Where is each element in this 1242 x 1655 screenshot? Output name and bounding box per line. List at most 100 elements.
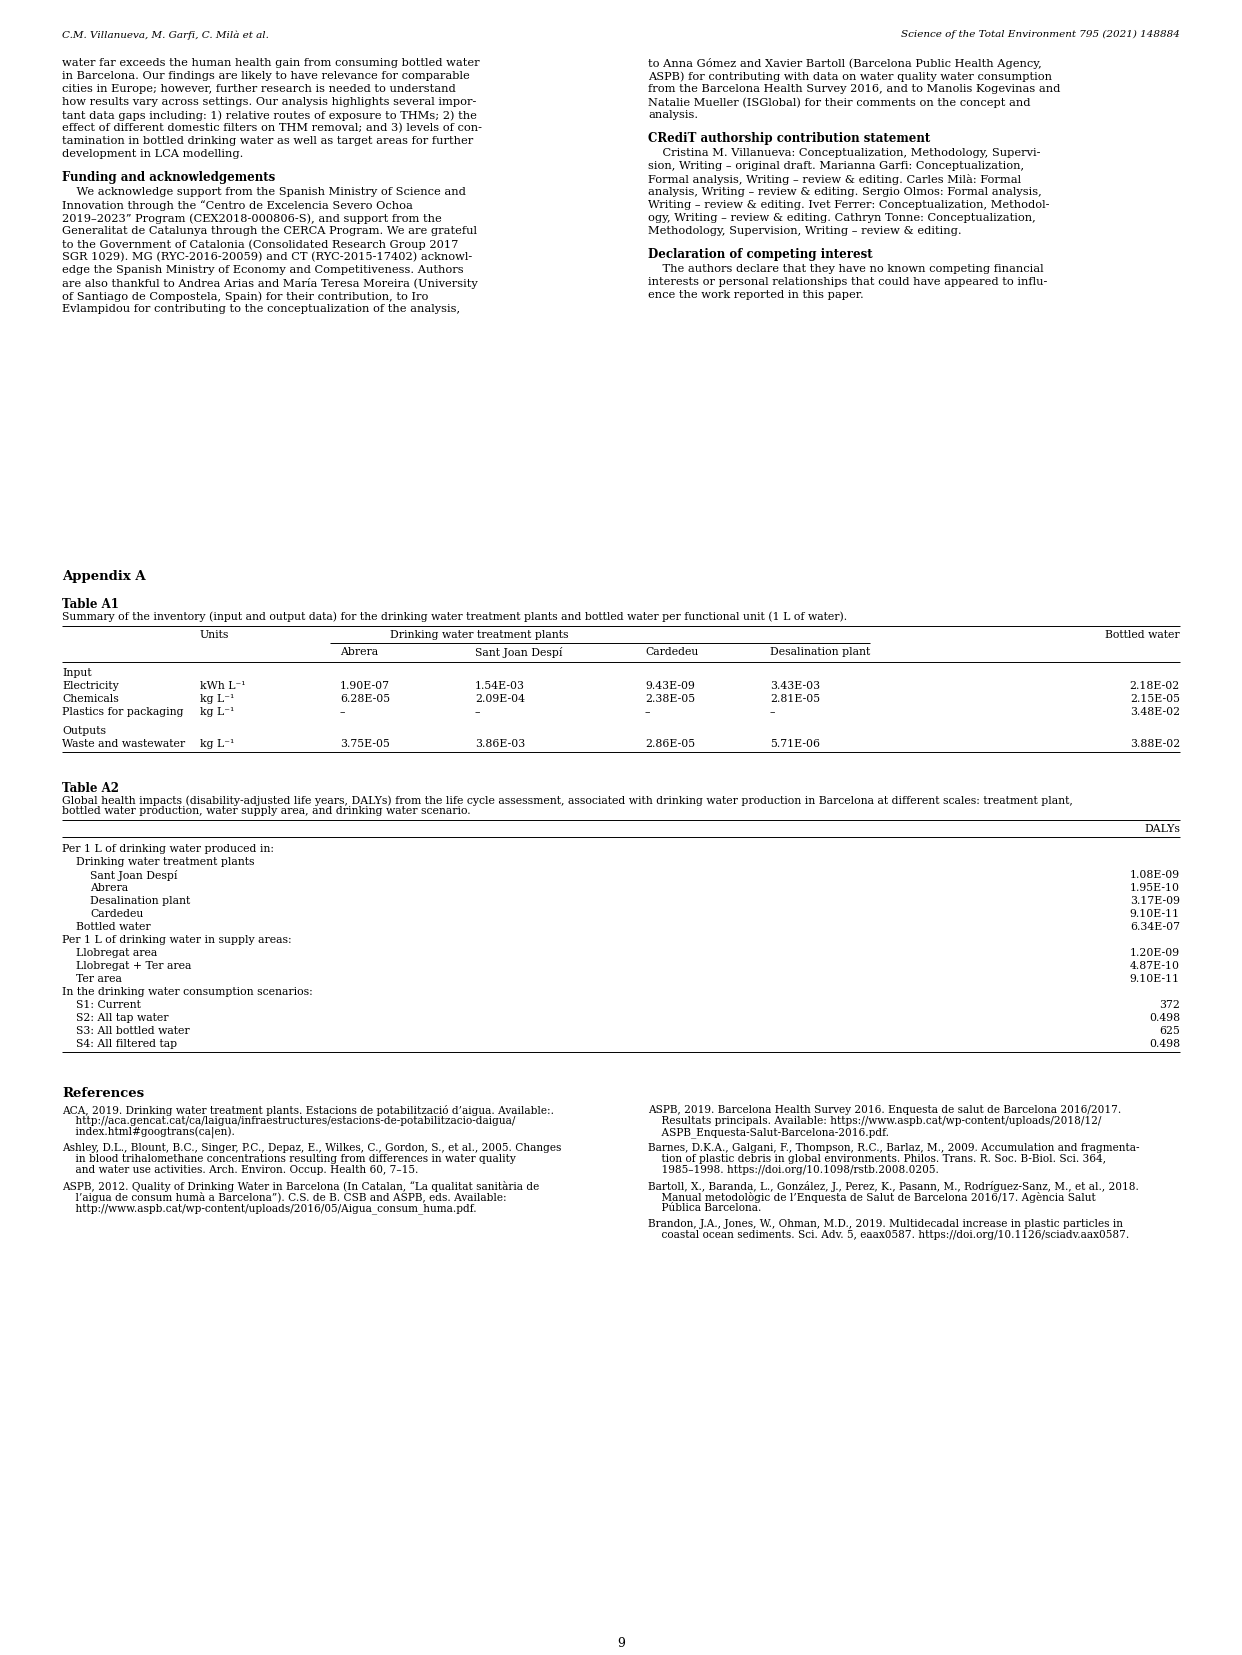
Text: 3.75E-05: 3.75E-05	[340, 740, 390, 750]
Text: DALYs: DALYs	[1144, 824, 1180, 834]
Text: ACA, 2019. Drinking water treatment plants. Estacions de potabilització d’aigua.: ACA, 2019. Drinking water treatment plan…	[62, 1106, 554, 1115]
Text: Llobregat + Ter area: Llobregat + Ter area	[76, 962, 191, 971]
Text: Evlampidou for contributing to the conceptualization of the analysis,: Evlampidou for contributing to the conce…	[62, 305, 460, 314]
Text: are also thankful to Andrea Arias and María Teresa Moreira (University: are also thankful to Andrea Arias and Ma…	[62, 278, 478, 290]
Text: to the Government of Catalonia (Consolidated Research Group 2017: to the Government of Catalonia (Consolid…	[62, 238, 458, 250]
Text: 3.17E-09: 3.17E-09	[1130, 895, 1180, 905]
Text: ASPB, 2019. Barcelona Health Survey 2016. Enquesta de salut de Barcelona 2016/20: ASPB, 2019. Barcelona Health Survey 2016…	[648, 1106, 1122, 1115]
Text: Sant Joan Despí: Sant Joan Despí	[474, 647, 563, 659]
Text: CRediT authorship contribution statement: CRediT authorship contribution statement	[648, 132, 930, 146]
Text: from the Barcelona Health Survey 2016, and to Manolis Kogevinas and: from the Barcelona Health Survey 2016, a…	[648, 84, 1061, 94]
Text: 5.71E-06: 5.71E-06	[770, 740, 820, 750]
Text: 0.498: 0.498	[1149, 1013, 1180, 1023]
Text: Sant Joan Despí: Sant Joan Despí	[89, 871, 178, 880]
Text: edge the Spanish Ministry of Economy and Competitiveness. Authors: edge the Spanish Ministry of Economy and…	[62, 265, 463, 275]
Text: how results vary across settings. Our analysis highlights several impor-: how results vary across settings. Our an…	[62, 98, 477, 108]
Text: analysis, Writing – review & editing. Sergio Olmos: Formal analysis,: analysis, Writing – review & editing. Se…	[648, 187, 1042, 197]
Text: 3.88E-02: 3.88E-02	[1130, 740, 1180, 750]
Text: 2.86E-05: 2.86E-05	[645, 740, 696, 750]
Text: 372: 372	[1159, 1000, 1180, 1010]
Text: Cardedeu: Cardedeu	[89, 909, 143, 919]
Text: 1.08E-09: 1.08E-09	[1130, 871, 1180, 880]
Text: Funding and acknowledgements: Funding and acknowledgements	[62, 170, 276, 184]
Text: 9.10E-11: 9.10E-11	[1130, 975, 1180, 985]
Text: Input: Input	[62, 669, 92, 679]
Text: 2.09E-04: 2.09E-04	[474, 693, 525, 703]
Text: ence the work reported in this paper.: ence the work reported in this paper.	[648, 290, 863, 300]
Text: Table A2: Table A2	[62, 783, 119, 794]
Text: l’aigua de consum humà a Barcelona”). C.S. de B. CSB and ASPB, eds. Available:: l’aigua de consum humà a Barcelona”). C.…	[62, 1192, 507, 1203]
Text: Resultats principals. Available: https://www.aspb.cat/wp-content/uploads/2018/12: Resultats principals. Available: https:/…	[648, 1115, 1102, 1125]
Text: kg L⁻¹: kg L⁻¹	[200, 740, 235, 750]
Text: –: –	[770, 707, 775, 717]
Text: http://www.aspb.cat/wp-content/uploads/2016/05/Aigua_consum_huma.pdf.: http://www.aspb.cat/wp-content/uploads/2…	[62, 1203, 477, 1213]
Text: The authors declare that they have no known competing financial: The authors declare that they have no kn…	[648, 265, 1043, 275]
Text: Cristina M. Villanueva: Conceptualization, Methodology, Supervi-: Cristina M. Villanueva: Conceptualizatio…	[648, 147, 1041, 157]
Text: and water use activities. Arch. Environ. Occup. Health 60, 7–15.: and water use activities. Arch. Environ.…	[62, 1165, 419, 1175]
Text: Cardedeu: Cardedeu	[645, 647, 698, 657]
Text: Desalination plant: Desalination plant	[770, 647, 871, 657]
Text: cities in Europe; however, further research is needed to understand: cities in Europe; however, further resea…	[62, 84, 456, 94]
Text: ASPB_Enquesta-Salut-Barcelona-2016.pdf.: ASPB_Enquesta-Salut-Barcelona-2016.pdf.	[648, 1127, 889, 1137]
Text: –: –	[474, 707, 481, 717]
Text: in blood trihalomethane concentrations resulting from differences in water quali: in blood trihalomethane concentrations r…	[62, 1154, 515, 1163]
Text: Per 1 L of drinking water in supply areas:: Per 1 L of drinking water in supply area…	[62, 935, 292, 945]
Text: Drinking water treatment plants: Drinking water treatment plants	[76, 857, 255, 867]
Text: 625: 625	[1159, 1026, 1180, 1036]
Text: 2.15E-05: 2.15E-05	[1130, 693, 1180, 703]
Text: Units: Units	[200, 631, 230, 640]
Text: ASPB, 2012. Quality of Drinking Water in Barcelona (In Catalan, “La qualitat san: ASPB, 2012. Quality of Drinking Water in…	[62, 1182, 539, 1192]
Text: 6.34E-07: 6.34E-07	[1130, 922, 1180, 932]
Text: to Anna Gómez and Xavier Bartoll (Barcelona Public Health Agency,: to Anna Gómez and Xavier Bartoll (Barcel…	[648, 58, 1042, 70]
Text: 2.38E-05: 2.38E-05	[645, 693, 696, 703]
Text: S3: All bottled water: S3: All bottled water	[76, 1026, 190, 1036]
Text: S1: Current: S1: Current	[76, 1000, 140, 1010]
Text: ogy, Writing – review & editing. Cathryn Tonne: Conceptualization,: ogy, Writing – review & editing. Cathryn…	[648, 213, 1036, 223]
Text: 2.81E-05: 2.81E-05	[770, 693, 820, 703]
Text: 1.90E-07: 1.90E-07	[340, 680, 390, 692]
Text: Outputs: Outputs	[62, 727, 106, 736]
Text: bottled water production, water supply area, and drinking water scenario.: bottled water production, water supply a…	[62, 806, 471, 816]
Text: Brandon, J.A., Jones, W., Ohman, M.D., 2019. Multidecadal increase in plastic pa: Brandon, J.A., Jones, W., Ohman, M.D., 2…	[648, 1220, 1123, 1230]
Text: water far exceeds the human health gain from consuming bottled water: water far exceeds the human health gain …	[62, 58, 479, 68]
Text: coastal ocean sediments. Sci. Adv. 5, eaax0587. https://doi.org/10.1126/sciadv.a: coastal ocean sediments. Sci. Adv. 5, ea…	[648, 1230, 1129, 1240]
Text: 1.54E-03: 1.54E-03	[474, 680, 525, 692]
Text: ASPB) for contributing with data on water quality water consumption: ASPB) for contributing with data on wate…	[648, 71, 1052, 81]
Text: 2019–2023” Program (CEX2018-000806-S), and support from the: 2019–2023” Program (CEX2018-000806-S), a…	[62, 213, 442, 223]
Text: in Barcelona. Our findings are likely to have relevance for comparable: in Barcelona. Our findings are likely to…	[62, 71, 469, 81]
Text: Global health impacts (disability-adjusted life years, DALYs) from the life cycl: Global health impacts (disability-adjust…	[62, 794, 1073, 806]
Text: index.html#googtrans(ca|en).: index.html#googtrans(ca|en).	[62, 1127, 235, 1139]
Text: –: –	[340, 707, 345, 717]
Text: Plastics for packaging: Plastics for packaging	[62, 707, 184, 717]
Text: Formal analysis, Writing – review & editing. Carles Milà: Formal: Formal analysis, Writing – review & edit…	[648, 174, 1021, 185]
Text: 1.95E-10: 1.95E-10	[1130, 884, 1180, 894]
Text: Innovation through the “Centro de Excelencia Severo Ochoa: Innovation through the “Centro de Excele…	[62, 200, 412, 210]
Text: effect of different domestic filters on THM removal; and 3) levels of con-: effect of different domestic filters on …	[62, 122, 482, 134]
Text: 3.48E-02: 3.48E-02	[1130, 707, 1180, 717]
Text: In the drinking water consumption scenarios:: In the drinking water consumption scenar…	[62, 986, 313, 996]
Text: Desalination plant: Desalination plant	[89, 895, 190, 905]
Text: –: –	[645, 707, 651, 717]
Text: Manual metodològic de l’Enquesta de Salut de Barcelona 2016/17. Agència Salut: Manual metodològic de l’Enquesta de Salu…	[648, 1192, 1095, 1203]
Text: SGR 1029). MG (RYC-2016-20059) and CT (RYC-2015-17402) acknowl-: SGR 1029). MG (RYC-2016-20059) and CT (R…	[62, 252, 472, 261]
Text: 9.10E-11: 9.10E-11	[1130, 909, 1180, 919]
Text: Writing – review & editing. Ivet Ferrer: Conceptualization, Methodol-: Writing – review & editing. Ivet Ferrer:…	[648, 200, 1049, 210]
Text: Science of the Total Environment 795 (2021) 148884: Science of the Total Environment 795 (20…	[902, 30, 1180, 40]
Text: tamination in bottled drinking water as well as target areas for further: tamination in bottled drinking water as …	[62, 136, 473, 146]
Text: Table A1: Table A1	[62, 597, 119, 611]
Text: Generalitat de Catalunya through the CERCA Program. We are grateful: Generalitat de Catalunya through the CER…	[62, 227, 477, 237]
Text: Abrera: Abrera	[89, 884, 128, 894]
Text: sion, Writing – original draft. Marianna Garfi: Conceptualization,: sion, Writing – original draft. Marianna…	[648, 161, 1025, 170]
Text: We acknowledge support from the Spanish Ministry of Science and: We acknowledge support from the Spanish …	[62, 187, 466, 197]
Text: Methodology, Supervision, Writing – review & editing.: Methodology, Supervision, Writing – revi…	[648, 227, 961, 237]
Text: Ashley, D.L., Blount, B.C., Singer, P.C., Depaz, E., Wilkes, C., Gordon, S., et : Ashley, D.L., Blount, B.C., Singer, P.C.…	[62, 1144, 561, 1154]
Text: Bottled water: Bottled water	[1105, 631, 1180, 640]
Text: S4: All filtered tap: S4: All filtered tap	[76, 1039, 178, 1049]
Text: Barnes, D.K.A., Galgani, F., Thompson, R.C., Barlaz, M., 2009. Accumulation and : Barnes, D.K.A., Galgani, F., Thompson, R…	[648, 1144, 1139, 1154]
Text: 6.28E-05: 6.28E-05	[340, 693, 390, 703]
Text: tant data gaps including: 1) relative routes of exposure to THMs; 2) the: tant data gaps including: 1) relative ro…	[62, 109, 477, 121]
Text: 0.498: 0.498	[1149, 1039, 1180, 1049]
Text: References: References	[62, 1087, 144, 1101]
Text: 1985–1998. https://doi.org/10.1098/rstb.2008.0205.: 1985–1998. https://doi.org/10.1098/rstb.…	[648, 1165, 939, 1175]
Text: Summary of the inventory (input and output data) for the drinking water treatmen: Summary of the inventory (input and outp…	[62, 611, 847, 622]
